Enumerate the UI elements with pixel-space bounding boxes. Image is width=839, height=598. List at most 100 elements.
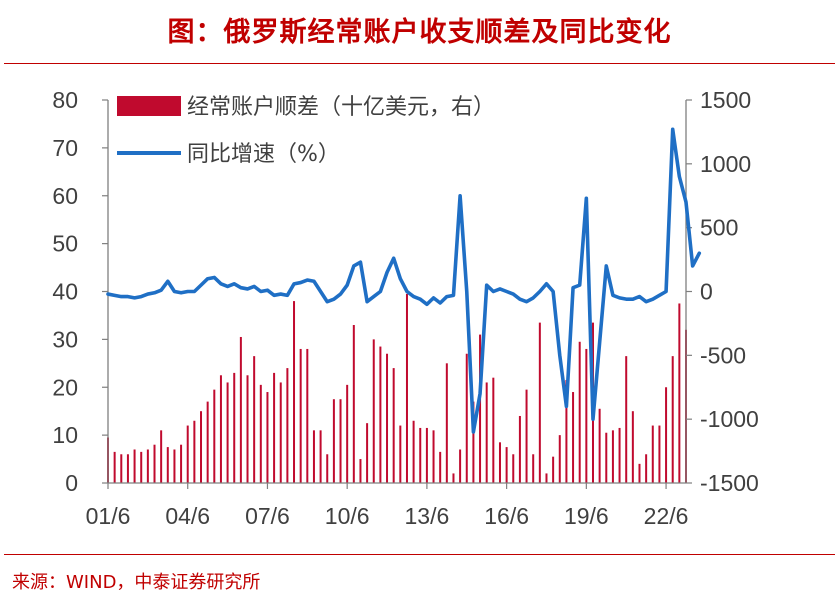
bar — [200, 411, 203, 483]
bar — [173, 449, 176, 483]
bar — [538, 322, 541, 483]
bar — [386, 353, 389, 483]
legend-label: 同比增速（%） — [187, 142, 340, 167]
left-axis-tick-label: 50 — [52, 231, 78, 257]
bar — [472, 401, 475, 483]
bar — [479, 334, 482, 483]
bar — [611, 430, 614, 483]
bar — [419, 427, 422, 483]
bar — [266, 392, 269, 483]
bar — [605, 432, 608, 483]
bar — [545, 473, 548, 483]
bar — [459, 449, 462, 483]
bar — [120, 454, 123, 483]
bar — [180, 444, 183, 483]
bar — [392, 368, 395, 483]
right-axis-tick-label: -1000 — [700, 406, 759, 432]
x-axis-tick-label: 22/6 — [644, 503, 689, 529]
bar — [412, 420, 415, 483]
bar — [160, 430, 163, 483]
bar — [618, 427, 621, 483]
bar — [326, 454, 329, 483]
bar — [186, 425, 189, 483]
bar — [273, 372, 276, 483]
bar — [366, 423, 369, 483]
bar — [465, 353, 468, 483]
right-axis-tick-label: -500 — [700, 342, 746, 368]
bar — [233, 372, 236, 483]
bar — [226, 382, 229, 483]
bar — [665, 387, 668, 483]
bar — [572, 392, 575, 483]
bar — [239, 336, 242, 483]
right-axis-tick-label: 500 — [700, 215, 738, 241]
bar — [379, 346, 382, 483]
bar — [658, 425, 661, 483]
line-series — [106, 127, 702, 434]
bar — [113, 451, 116, 483]
bar — [578, 341, 581, 483]
source-divider — [4, 554, 835, 555]
bar — [439, 451, 442, 483]
right-axis-tick-label: 0 — [700, 279, 713, 305]
x-axis-tick-label: 19/6 — [564, 503, 609, 529]
bar — [332, 399, 335, 483]
bar — [206, 401, 209, 483]
bar — [651, 425, 654, 483]
bar — [126, 454, 129, 483]
bar — [312, 430, 315, 483]
bar — [352, 325, 355, 483]
bar — [339, 399, 342, 483]
bar — [293, 301, 296, 483]
bar — [306, 348, 309, 483]
x-axis-tick-label: 01/6 — [86, 503, 131, 529]
x-axis-tick-label: 04/6 — [165, 503, 210, 529]
bar — [452, 473, 455, 483]
bar — [558, 435, 561, 484]
bar — [140, 451, 143, 483]
bar — [279, 382, 282, 483]
left-axis-tick-label: 40 — [52, 279, 78, 305]
title-divider — [4, 63, 835, 64]
bar — [631, 411, 634, 483]
page-title: 图：俄罗斯经常账户收支顺差及同比变化 — [167, 17, 672, 48]
axes: 0 10 20 30 40 50 60 70 80 -1500 -1000 -500 0 500 1000 1… — [52, 87, 758, 529]
left-axis-tick-label: 70 — [52, 135, 78, 161]
bar — [372, 339, 375, 484]
bar — [585, 348, 588, 483]
bar — [253, 356, 256, 483]
bar — [625, 356, 628, 483]
bar — [286, 368, 289, 483]
left-axis-tick-label: 80 — [52, 87, 78, 113]
bar — [645, 454, 648, 483]
bar — [193, 420, 196, 483]
bar — [598, 408, 601, 483]
bar — [153, 444, 156, 483]
bar-series — [107, 293, 687, 484]
bar — [133, 449, 136, 483]
legend-bar-swatch — [117, 96, 181, 116]
bar — [505, 447, 508, 483]
right-axis-tick-label: 1000 — [700, 151, 751, 177]
bar — [432, 430, 435, 483]
bar — [299, 348, 302, 483]
bar — [552, 456, 555, 483]
bar — [532, 454, 535, 483]
bar — [678, 303, 681, 483]
bar — [638, 463, 641, 483]
bar — [425, 427, 428, 483]
right-axis-tick-label: 1500 — [700, 87, 751, 113]
source-note: 来源：WIND，中泰证券研究所 — [12, 572, 261, 593]
bar — [445, 363, 448, 483]
bar — [319, 430, 322, 483]
x-axis-tick-label: 13/6 — [405, 503, 450, 529]
bar — [166, 447, 169, 483]
bar — [259, 384, 262, 483]
left-axis-tick-label: 30 — [52, 326, 78, 352]
bar — [359, 459, 362, 483]
bar — [405, 293, 408, 483]
bar — [525, 389, 528, 483]
bar — [565, 380, 568, 483]
bar — [213, 389, 216, 483]
